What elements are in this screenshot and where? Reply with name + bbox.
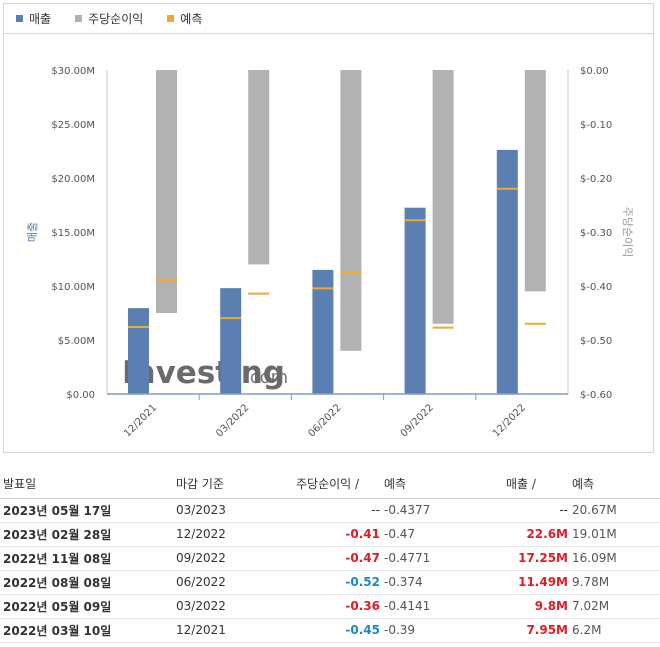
row-revenue: 7.95M bbox=[506, 618, 572, 643]
right-tick-label: $-0.60 bbox=[580, 390, 612, 401]
chart-panel: 매출 주당순이익 예측 Investing .com $0.00 $5.00M $1… bbox=[3, 3, 654, 453]
revenue-bar[interactable] bbox=[220, 288, 242, 394]
legend-swatch-eps bbox=[75, 15, 83, 22]
header-date[interactable]: 발표일 bbox=[0, 470, 176, 499]
table-row: 2022년 05월 09일 03/2022 -0.36 -0.4141 9.8M 7.02… bbox=[0, 594, 660, 619]
header-eps-forecast[interactable]: 예측 bbox=[384, 470, 506, 499]
legend-label-eps: 주당순이익 bbox=[88, 12, 144, 26]
header-eps[interactable]: 주당순이익 / bbox=[296, 470, 384, 499]
table-body: 2023년 05월 17일 03/2023 -- -0.4377 -- 20.67M 202… bbox=[0, 498, 660, 643]
right-tick-label: $-0.30 bbox=[580, 228, 612, 239]
x-tick-label: 06/2022 bbox=[306, 402, 343, 439]
header-revenue-forecast[interactable]: 예측 bbox=[572, 470, 660, 499]
row-revenue: 17.25M bbox=[506, 546, 572, 571]
right-tick-label: $-0.40 bbox=[580, 282, 612, 293]
table-row: 2022년 11월 08일 09/2022 -0.47 -0.4771 17.25M 16… bbox=[0, 546, 660, 571]
row-revenue: 11.49M bbox=[506, 570, 572, 595]
row-revenue-forecast: 7.02M bbox=[572, 594, 660, 619]
right-tick-label: $-0.10 bbox=[580, 120, 612, 131]
row-date: 2023년 02월 28일 bbox=[0, 522, 176, 547]
left-tick-label: $10.00M bbox=[51, 282, 95, 293]
table-row: 2022년 03월 10일 12/2021 -0.45 -0.39 7.95M 6.2M bbox=[0, 618, 660, 643]
left-tick-label: $25.00M bbox=[51, 120, 95, 131]
right-tick-label: $-0.20 bbox=[580, 174, 612, 185]
revenue-bar[interactable] bbox=[312, 269, 334, 394]
row-date: 2022년 05월 09일 bbox=[0, 594, 176, 619]
row-revenue: -- bbox=[506, 498, 572, 523]
row-date: 2022년 11월 08일 bbox=[0, 546, 176, 571]
row-eps: -- bbox=[296, 498, 384, 523]
legend-item-forecast[interactable]: 예측 bbox=[167, 10, 202, 27]
row-period: 06/2022 bbox=[176, 570, 296, 595]
bars-layer bbox=[128, 70, 546, 394]
legend-swatch-revenue bbox=[16, 15, 23, 22]
row-revenue-forecast: 16.09M bbox=[572, 546, 660, 571]
eps-bar[interactable] bbox=[156, 70, 177, 313]
revenue-bar[interactable] bbox=[128, 308, 149, 394]
row-date: 2023년 05월 17일 bbox=[0, 498, 176, 523]
left-axis-title: 매출 bbox=[26, 222, 39, 242]
x-tick-label: 12/2022 bbox=[491, 402, 528, 439]
earnings-table: 발표일 마감 기준 주당순이익 / 예측 매출 / 예측 2023년 05월 1… bbox=[0, 470, 660, 643]
right-tick-label: $-0.50 bbox=[580, 336, 612, 347]
revenue-bar[interactable] bbox=[496, 149, 518, 394]
legend-label-forecast: 예측 bbox=[180, 12, 203, 26]
table-row: 2023년 05월 17일 03/2023 -- -0.4377 -- 20.67M bbox=[0, 498, 660, 523]
row-eps: -0.45 bbox=[296, 618, 384, 643]
row-revenue-forecast: 20.67M bbox=[572, 498, 660, 523]
left-tick-label: $5.00M bbox=[58, 336, 95, 347]
row-period: 03/2022 bbox=[176, 594, 296, 619]
row-revenue-forecast: 19.01M bbox=[572, 522, 660, 547]
row-eps-forecast: -0.39 bbox=[384, 618, 506, 643]
row-period: 12/2022 bbox=[176, 522, 296, 547]
right-axis-title: 주당순이익 bbox=[621, 207, 634, 258]
legend-swatch-forecast bbox=[167, 15, 175, 22]
legend-item-revenue[interactable]: 매출 bbox=[16, 10, 51, 27]
table-header-row: 발표일 마감 기준 주당순이익 / 예측 매출 / 예측 bbox=[0, 470, 660, 499]
earnings-chart: Investing .com $0.00 $5.00M $10.00M $15.00M… bbox=[26, 66, 634, 439]
row-eps: -0.52 bbox=[296, 570, 384, 595]
row-period: 09/2022 bbox=[176, 546, 296, 571]
eps-bar[interactable] bbox=[524, 70, 546, 292]
row-period: 12/2021 bbox=[176, 618, 296, 643]
row-eps-forecast: -0.47 bbox=[384, 522, 506, 547]
row-revenue: 9.8M bbox=[506, 594, 572, 619]
watermark-suffix: .com bbox=[244, 367, 288, 388]
table-row: 2022년 08월 08일 06/2022 -0.52 -0.374 11.49M 9.7… bbox=[0, 570, 660, 595]
header-revenue[interactable]: 매출 / bbox=[506, 470, 572, 499]
watermark: Investing .com bbox=[122, 355, 288, 391]
forecast-layer bbox=[128, 187, 546, 329]
x-tick-label: 03/2022 bbox=[214, 402, 251, 439]
eps-bar[interactable] bbox=[248, 70, 270, 265]
left-tick-label: $0.00 bbox=[66, 390, 95, 401]
row-date: 2022년 03월 10일 bbox=[0, 618, 176, 643]
row-eps: -0.36 bbox=[296, 594, 384, 619]
row-eps: -0.41 bbox=[296, 522, 384, 547]
table-row: 2023년 02월 28일 12/2022 -0.41 -0.47 22.6M 19.01… bbox=[0, 522, 660, 547]
row-eps-forecast: -0.374 bbox=[384, 570, 506, 595]
chart-legend: 매출 주당순이익 예측 bbox=[4, 4, 653, 34]
legend-item-eps[interactable]: 주당순이익 bbox=[75, 10, 143, 27]
row-revenue-forecast: 6.2M bbox=[572, 618, 660, 643]
row-revenue: 22.6M bbox=[506, 522, 572, 547]
left-tick-label: $15.00M bbox=[51, 228, 95, 239]
x-tick-label: 12/2021 bbox=[122, 402, 159, 439]
right-tick-label: $0.00 bbox=[580, 66, 609, 77]
eps-bar[interactable] bbox=[432, 70, 454, 324]
row-eps-forecast: -0.4141 bbox=[384, 594, 506, 619]
revenue-bar[interactable] bbox=[404, 207, 426, 394]
row-revenue-forecast: 9.78M bbox=[572, 570, 660, 595]
left-tick-label: $20.00M bbox=[51, 174, 95, 185]
row-period: 03/2023 bbox=[176, 498, 296, 523]
header-period[interactable]: 마감 기준 bbox=[176, 470, 296, 499]
row-date: 2022년 08월 08일 bbox=[0, 570, 176, 595]
legend-label-revenue: 매출 bbox=[29, 12, 52, 26]
row-eps: -0.47 bbox=[296, 546, 384, 571]
x-tick-label: 09/2022 bbox=[399, 402, 436, 439]
left-tick-label: $30.00M bbox=[51, 66, 95, 77]
eps-bar[interactable] bbox=[340, 70, 362, 351]
watermark-brand: Investing bbox=[122, 355, 285, 391]
row-eps-forecast: -0.4377 bbox=[384, 498, 506, 523]
row-eps-forecast: -0.4771 bbox=[384, 546, 506, 571]
